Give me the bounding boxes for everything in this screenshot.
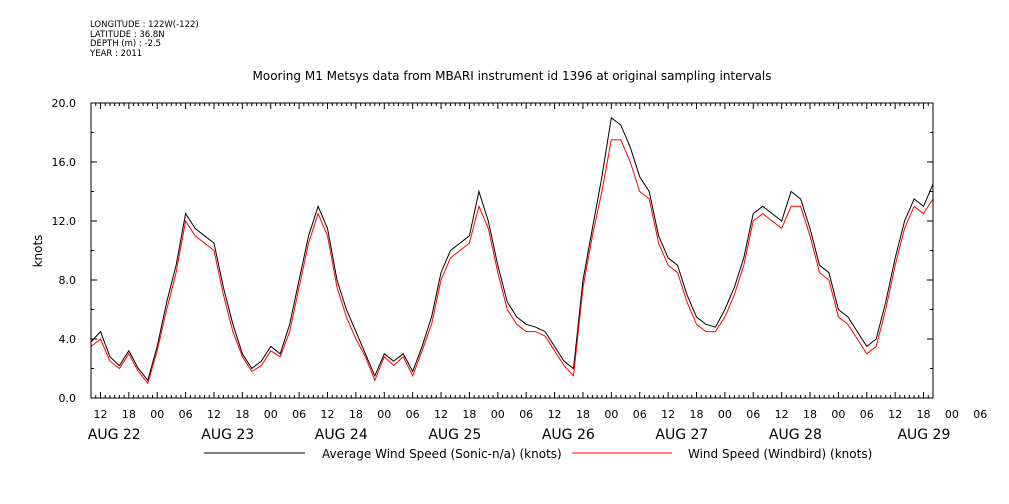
x-tick-label: 12 xyxy=(775,408,789,421)
y-tick-label: 8.0 xyxy=(59,274,77,287)
y-tick-label: 12.0 xyxy=(52,215,77,228)
chart-title: Mooring M1 Metsys data from MBARI instru… xyxy=(253,69,772,83)
longitude-text: LONGITUDE : 122W(-122) xyxy=(90,20,199,30)
x-day-label: AUG 24 xyxy=(315,427,368,443)
x-tick-label: 06 xyxy=(860,408,874,421)
x-tick-label: 12 xyxy=(548,408,562,421)
y-tick-label: 16.0 xyxy=(52,156,77,169)
legend-avg-label: Average Wind Speed (Sonic-n/a) (knots) xyxy=(322,447,562,461)
y-tick-label: 4.0 xyxy=(59,333,77,346)
x-tick-label: 12 xyxy=(93,408,107,421)
x-tick-label: 06 xyxy=(633,408,647,421)
x-tick-label: 18 xyxy=(122,408,136,421)
latitude-text: LATITUDE : 36.8N xyxy=(90,29,165,40)
x-tick-label: 12 xyxy=(207,408,221,421)
x-tick-label: 00 xyxy=(377,408,391,421)
x-tick-label: 12 xyxy=(321,408,335,421)
x-day-label: AUG 22 xyxy=(88,427,141,443)
x-day-label: AUG 29 xyxy=(897,427,950,443)
x-tick-label: 00 xyxy=(491,408,505,421)
x-tick-label: 18 xyxy=(235,408,249,421)
x-tick-label: 06 xyxy=(179,408,193,421)
x-tick-label: 06 xyxy=(292,408,306,421)
mooring-metadata: LONGITUDE : 122W(-122) LATITUDE : 36.8N … xyxy=(90,20,199,59)
x-tick-label: 12 xyxy=(888,408,902,421)
series-windbird-line xyxy=(90,139,934,385)
legend-windbird-label: Wind Speed (Windbird) (knots) xyxy=(688,447,872,461)
x-tick-label: 00 xyxy=(831,408,845,421)
x-tick-label: 18 xyxy=(803,408,817,421)
x-tick-label: 00 xyxy=(604,408,618,421)
x-tick-label: 00 xyxy=(945,408,959,421)
x-tick-label: 18 xyxy=(917,408,931,421)
x-tick-label: 06 xyxy=(973,408,987,421)
x-tick-label: 18 xyxy=(462,408,476,421)
x-tick-label: 12 xyxy=(434,408,448,421)
legend: Average Wind Speed (Sonic-n/a) (knots) W… xyxy=(204,447,872,461)
x-tick-label: 06 xyxy=(746,408,760,421)
x-tick-label: 00 xyxy=(718,408,732,421)
x-day-label: AUG 28 xyxy=(769,427,822,443)
x-tick-label: 18 xyxy=(349,408,363,421)
depth-text: DEPTH (m) : -2.5 xyxy=(90,39,162,49)
x-day-label: AUG 26 xyxy=(542,427,595,443)
x-tick-label: 18 xyxy=(689,408,703,421)
y-tick-label: 0.0 xyxy=(59,392,77,405)
series-avg-wind-line xyxy=(90,116,934,382)
x-tick-label: 00 xyxy=(264,408,278,421)
year-text: YEAR : 2011 xyxy=(90,48,143,59)
y-axis-label: knots xyxy=(31,235,45,268)
x-day-label: AUG 27 xyxy=(655,427,708,443)
x-tick-label: 00 xyxy=(150,408,164,421)
y-tick-label: 20.0 xyxy=(52,97,77,110)
x-day-label: AUG 23 xyxy=(201,427,254,443)
x-day-label: AUG 25 xyxy=(428,427,481,443)
x-tick-label: 06 xyxy=(406,408,420,421)
plot-frame xyxy=(90,102,934,399)
x-tick-label: 18 xyxy=(576,408,590,421)
x-tick-label: 06 xyxy=(519,408,533,421)
x-tick-label: 12 xyxy=(661,408,675,421)
